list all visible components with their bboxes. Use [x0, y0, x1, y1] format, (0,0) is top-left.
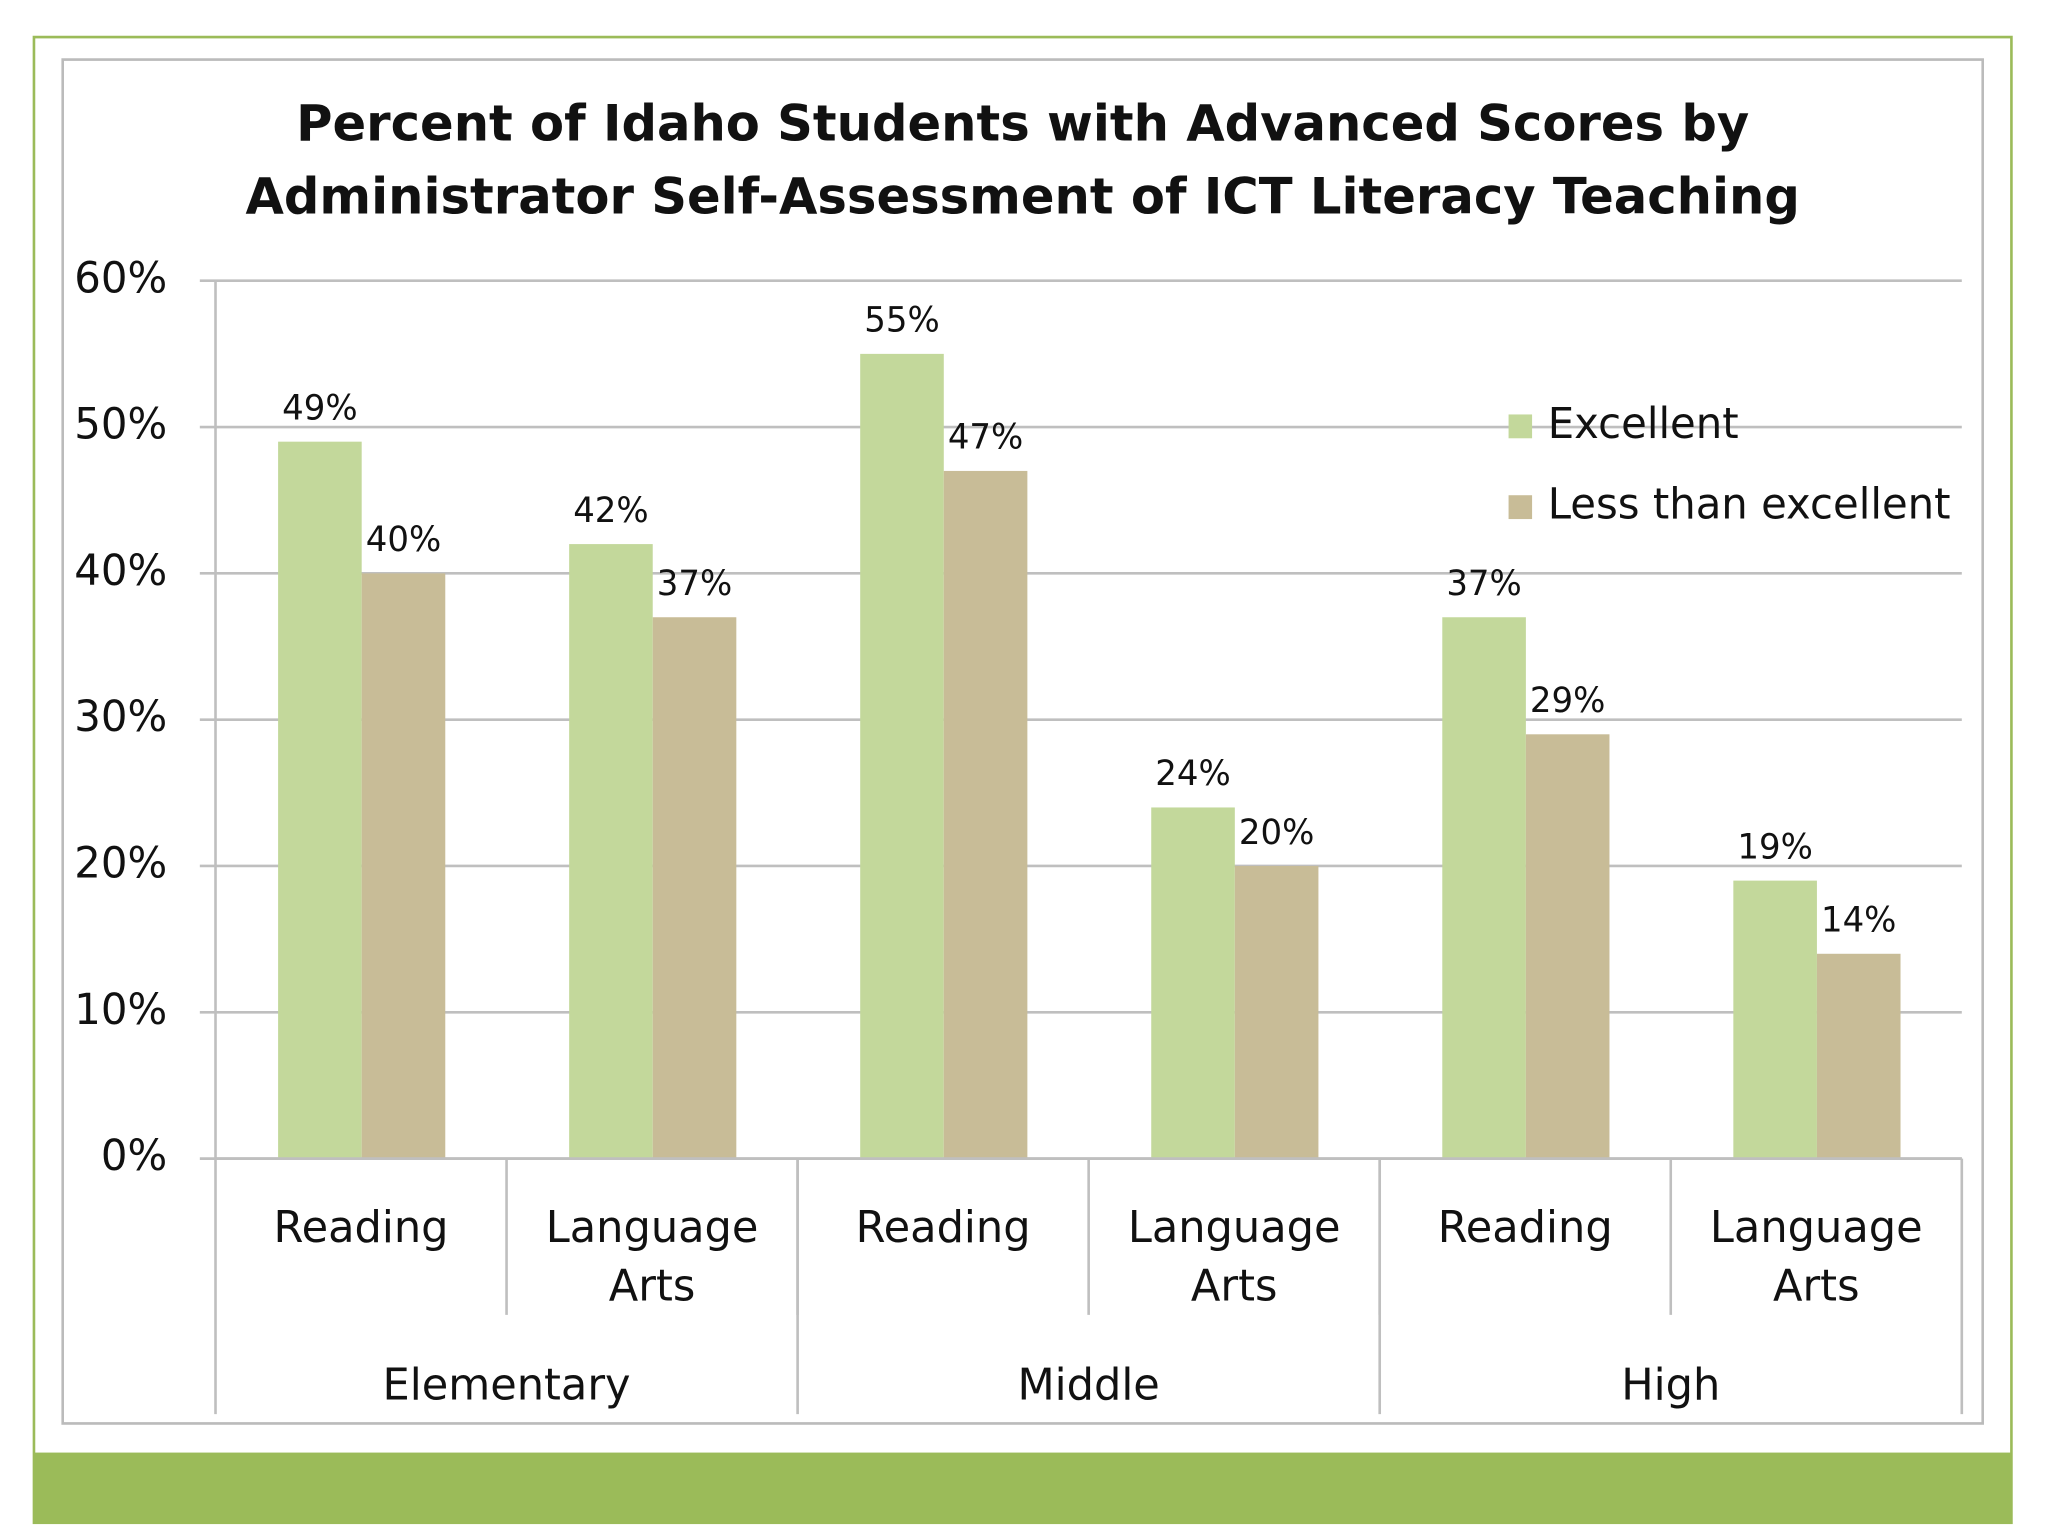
x-tick-label-box: Reading: [273, 1200, 449, 1253]
y-tick-label: 50%: [74, 399, 167, 448]
x-tick-label-box: Language Arts: [545, 1200, 759, 1311]
x-tick-label-box: Language Arts: [1127, 1200, 1341, 1311]
y-tick-label: 20%: [74, 838, 167, 887]
group-label: Middle: [1017, 1360, 1159, 1410]
data-label: 37%: [657, 564, 732, 604]
data-label: 20%: [1239, 813, 1314, 853]
data-label: 37%: [1446, 564, 1521, 604]
data-label: 40%: [366, 520, 441, 560]
x-tick-label-box: Reading: [1437, 1200, 1613, 1253]
bar: [652, 617, 737, 1159]
x-tick-label: Reading: [855, 1200, 1031, 1253]
bar: [361, 573, 446, 1159]
x-tick-label: Language Arts: [1709, 1200, 1923, 1311]
legend-swatch: [1508, 414, 1533, 439]
data-label: 42%: [573, 491, 648, 531]
bar: [1525, 734, 1610, 1159]
data-label: 55%: [864, 300, 939, 340]
bar: [1816, 953, 1901, 1159]
group-label: High: [1621, 1360, 1720, 1410]
bar: [569, 544, 653, 1159]
bar: [1442, 617, 1526, 1159]
chart-title: Administrator Self-Assessment of ICT Lit…: [245, 167, 1799, 225]
bar: [1151, 807, 1235, 1159]
y-tick-label: 10%: [74, 985, 167, 1034]
x-tick-label-box: Reading: [855, 1200, 1031, 1253]
x-tick-label: Language Arts: [545, 1200, 759, 1311]
y-tick-label: 0%: [101, 1131, 167, 1180]
bar: [860, 353, 944, 1159]
y-tick-label: 40%: [74, 546, 167, 595]
data-label: 24%: [1155, 754, 1230, 794]
data-label: 29%: [1530, 681, 1605, 721]
x-tick-label: Reading: [273, 1200, 449, 1253]
x-tick-label: Language Arts: [1127, 1200, 1341, 1311]
bar: [1234, 865, 1319, 1159]
bar: [1733, 880, 1817, 1159]
data-label: 47%: [948, 418, 1023, 458]
group-label: Elementary: [383, 1360, 631, 1410]
legend-swatch: [1508, 495, 1533, 520]
bar: [943, 470, 1028, 1159]
footer-bar: [33, 1452, 2012, 1523]
data-label: 14%: [1821, 900, 1896, 940]
legend-label: Excellent: [1548, 399, 1739, 448]
data-label: 49%: [282, 388, 357, 428]
bar: [278, 441, 362, 1159]
x-tick-label-box: Language Arts: [1709, 1200, 1923, 1311]
data-label: 19%: [1737, 827, 1812, 867]
chart-title: Percent of Idaho Students with Advanced …: [296, 94, 1749, 152]
y-tick-label: 30%: [74, 692, 167, 741]
legend-label: Less than excellent: [1548, 479, 1951, 528]
x-tick-label: Reading: [1437, 1200, 1613, 1253]
y-tick-label: 60%: [74, 253, 167, 302]
